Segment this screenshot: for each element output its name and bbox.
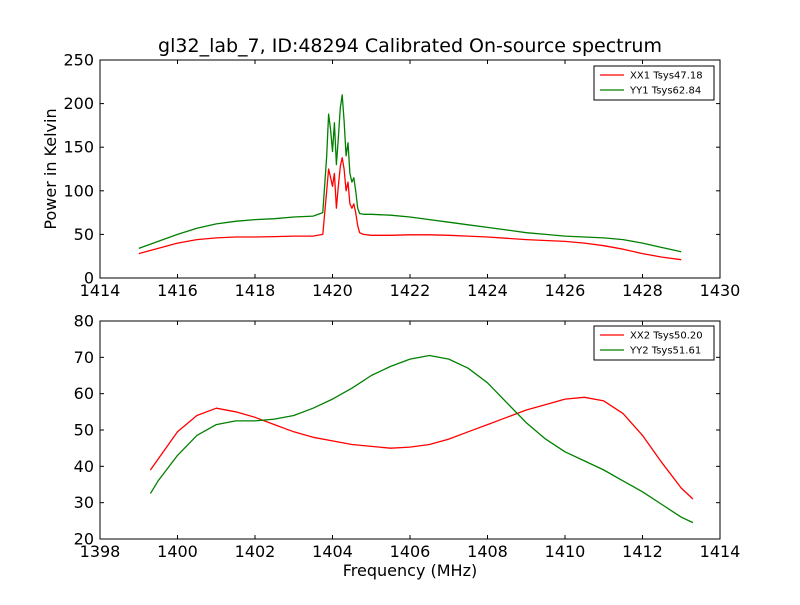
series-line-2-2 (149, 354, 694, 524)
x-tick-label: 1406 (390, 542, 431, 561)
subplot-1: 1414 1416 1418 1420 1422 1424 1426 1428 1430 0 50 1… (41, 35, 740, 300)
x-tick-label: 1414 (700, 542, 741, 561)
x-tick-label: 1422 (390, 281, 431, 300)
y-tick-label: 100 (63, 181, 94, 200)
legend-label: XX1 Tsys47.18 (630, 71, 703, 82)
x-tick-label: 1402 (235, 542, 276, 561)
legend-2: XX2 Tsys50.20 YY2 Tsys51.61 (593, 325, 715, 361)
x-tick-label: 1400 (157, 542, 198, 561)
series-line-1-1 (138, 157, 682, 261)
y-tick-label: 70 (74, 348, 94, 367)
series-line-2-1 (149, 396, 694, 500)
y-axis-label: Power in Kelvin (41, 108, 60, 229)
y-tick-label: 80 (74, 312, 94, 331)
subplot-2: 1398 1400 1402 1404 1406 1408 1410 1412 1414 20 30… (74, 312, 741, 581)
legend-box (593, 65, 715, 101)
x-tick-label: 1420 (312, 281, 353, 300)
legend-label: YY1 Tsys62.84 (629, 86, 701, 97)
y-tick-label: 50 (74, 225, 94, 244)
x-tick-label: 1426 (545, 281, 586, 300)
legend-label: XX2 Tsys50.20 (630, 331, 703, 342)
y-tick-label: 30 (74, 493, 94, 512)
y-tick-label: 60 (74, 384, 94, 403)
legend-box (593, 325, 715, 361)
y-tick-label: 200 (63, 94, 94, 113)
x-tick-label: 1410 (545, 542, 586, 561)
y-tick-label: 0 (84, 269, 94, 288)
y-tick-label: 250 (63, 51, 94, 70)
x-tick-label: 1424 (467, 281, 508, 300)
x-tick-label: 1404 (312, 542, 353, 561)
legend-label: YY2 Tsys51.61 (629, 346, 701, 357)
x-tick-label: 1414 (80, 281, 121, 300)
x-tick-label: 1408 (467, 542, 508, 561)
x-tick-label: 1428 (622, 281, 663, 300)
series-line-1-2 (138, 94, 682, 253)
x-tick-label: 1398 (80, 542, 121, 561)
x-tick-label: 1418 (235, 281, 276, 300)
x-axis-label: Frequency (MHz) (343, 561, 477, 580)
legend-1: XX1 Tsys47.18 YY1 Tsys62.84 (593, 65, 715, 101)
x-tick-label: 1416 (157, 281, 198, 300)
y-tick-label: 40 (74, 457, 94, 476)
y-tick-label: 150 (63, 138, 94, 157)
x-tick-label: 1412 (622, 542, 663, 561)
y-tick-label: 50 (74, 421, 94, 440)
y-tick-label: 20 (74, 530, 94, 549)
x-tick-label: 1430 (700, 281, 741, 300)
chart-title: gl32_lab_7, ID:48294 Calibrated On-sourc… (158, 35, 662, 57)
